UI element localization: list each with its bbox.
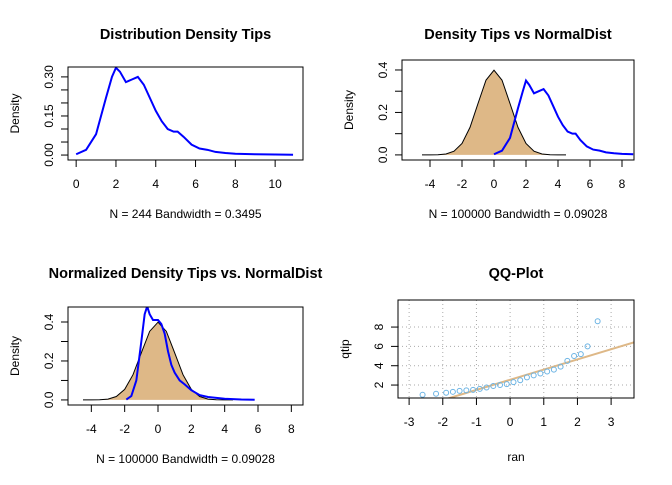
x-tick-label: -2 <box>119 422 130 436</box>
plot-box <box>67 306 304 406</box>
x-axis-label: N = 100000 Bandwidth = 0.09028 <box>429 207 608 221</box>
y-axis-label: Density <box>342 90 356 130</box>
point <box>433 390 440 397</box>
x-tick-label: -1 <box>471 415 482 429</box>
x-tick-label: -4 <box>425 177 436 191</box>
x-tick-label: 8 <box>619 177 626 191</box>
x-tick-label: -3 <box>404 415 415 429</box>
density-line <box>421 69 567 156</box>
x-tick-label: 6 <box>192 177 199 191</box>
point <box>584 343 591 350</box>
point <box>476 385 483 392</box>
x-tick-label: 0 <box>507 415 514 429</box>
x-axis-label: N = 100000 Bandwidth = 0.09028 <box>96 452 275 466</box>
y-axis-label: Density <box>8 336 22 376</box>
point <box>517 377 524 384</box>
x-tick-label: 1 <box>540 415 547 429</box>
chart-title: Normalized Density Tips vs. NormalDist <box>49 266 323 282</box>
chart-title: QQ-Plot <box>489 266 544 282</box>
point <box>550 366 557 373</box>
point <box>523 374 530 381</box>
point <box>463 387 470 394</box>
x-tick-label: -2 <box>437 415 448 429</box>
density-area <box>422 70 566 155</box>
point <box>557 363 564 370</box>
point <box>470 386 477 393</box>
x-tick-label: 6 <box>255 422 262 436</box>
x-tick-label: 8 <box>288 422 295 436</box>
x-tick-label: 2 <box>113 177 120 191</box>
x-axis-label: N = 244 Bandwidth = 0.3495 <box>109 207 261 221</box>
x-tick-label: 8 <box>232 177 239 191</box>
x-tick-label: -4 <box>86 422 97 436</box>
x-tick-label: 0 <box>491 177 498 191</box>
point <box>443 389 450 396</box>
y-tick-label: 0.2 <box>42 352 56 369</box>
x-tick-label: 3 <box>608 415 615 429</box>
y-tick-label: 4 <box>372 362 386 369</box>
chart-title: Distribution Density Tips <box>100 27 271 43</box>
x-tick-label: 2 <box>188 422 195 436</box>
y-tick-label: 0.2 <box>376 104 390 121</box>
x-tick-label: 10 <box>268 177 282 191</box>
x-tick-label: 6 <box>587 177 594 191</box>
x-tick-label: 2 <box>574 415 581 429</box>
y-tick-label: 6 <box>372 343 386 350</box>
point <box>497 382 504 389</box>
point <box>530 372 537 379</box>
x-tick-label: 0 <box>73 177 80 191</box>
density-area <box>83 322 233 400</box>
y-tick-label: 0.30 <box>42 65 56 89</box>
x-axis-label: ran <box>507 450 524 464</box>
x-tick-label: 2 <box>523 177 530 191</box>
y-tick-label: 2 <box>372 381 386 388</box>
density-line <box>125 307 255 401</box>
point <box>537 370 544 377</box>
fit-line <box>446 341 634 398</box>
y-tick-label: 0.0 <box>376 146 390 163</box>
plot-box <box>67 66 304 161</box>
density-line <box>75 67 294 156</box>
x-tick-label: 0 <box>155 422 162 436</box>
point <box>564 357 571 364</box>
plot-box <box>401 59 635 161</box>
y-tick-label: 8 <box>372 323 386 330</box>
point <box>449 388 456 395</box>
y-tick-label: 0.4 <box>376 61 390 78</box>
x-tick-label: 4 <box>221 422 228 436</box>
point <box>483 384 490 391</box>
density-line <box>82 321 234 401</box>
x-tick-label: -2 <box>457 177 468 191</box>
point <box>510 379 517 386</box>
y-tick-label: 0.0 <box>42 391 56 408</box>
y-tick-label: 0.4 <box>42 313 56 330</box>
point <box>594 318 601 325</box>
point <box>419 391 426 398</box>
x-tick-label: 4 <box>152 177 159 191</box>
y-axis-label: qtip <box>338 339 352 359</box>
x-tick-label: 4 <box>555 177 562 191</box>
y-tick-label: 0.00 <box>42 143 56 167</box>
y-tick-label: 0.15 <box>42 104 56 128</box>
point <box>456 387 463 394</box>
y-axis-label: Density <box>8 93 22 133</box>
chart-title: Density Tips vs NormalDist <box>424 27 612 43</box>
point <box>571 353 578 360</box>
point <box>490 383 497 390</box>
point <box>544 368 551 375</box>
point <box>503 381 510 388</box>
density-line <box>493 78 634 156</box>
plot-box <box>397 299 635 399</box>
point <box>577 351 584 358</box>
